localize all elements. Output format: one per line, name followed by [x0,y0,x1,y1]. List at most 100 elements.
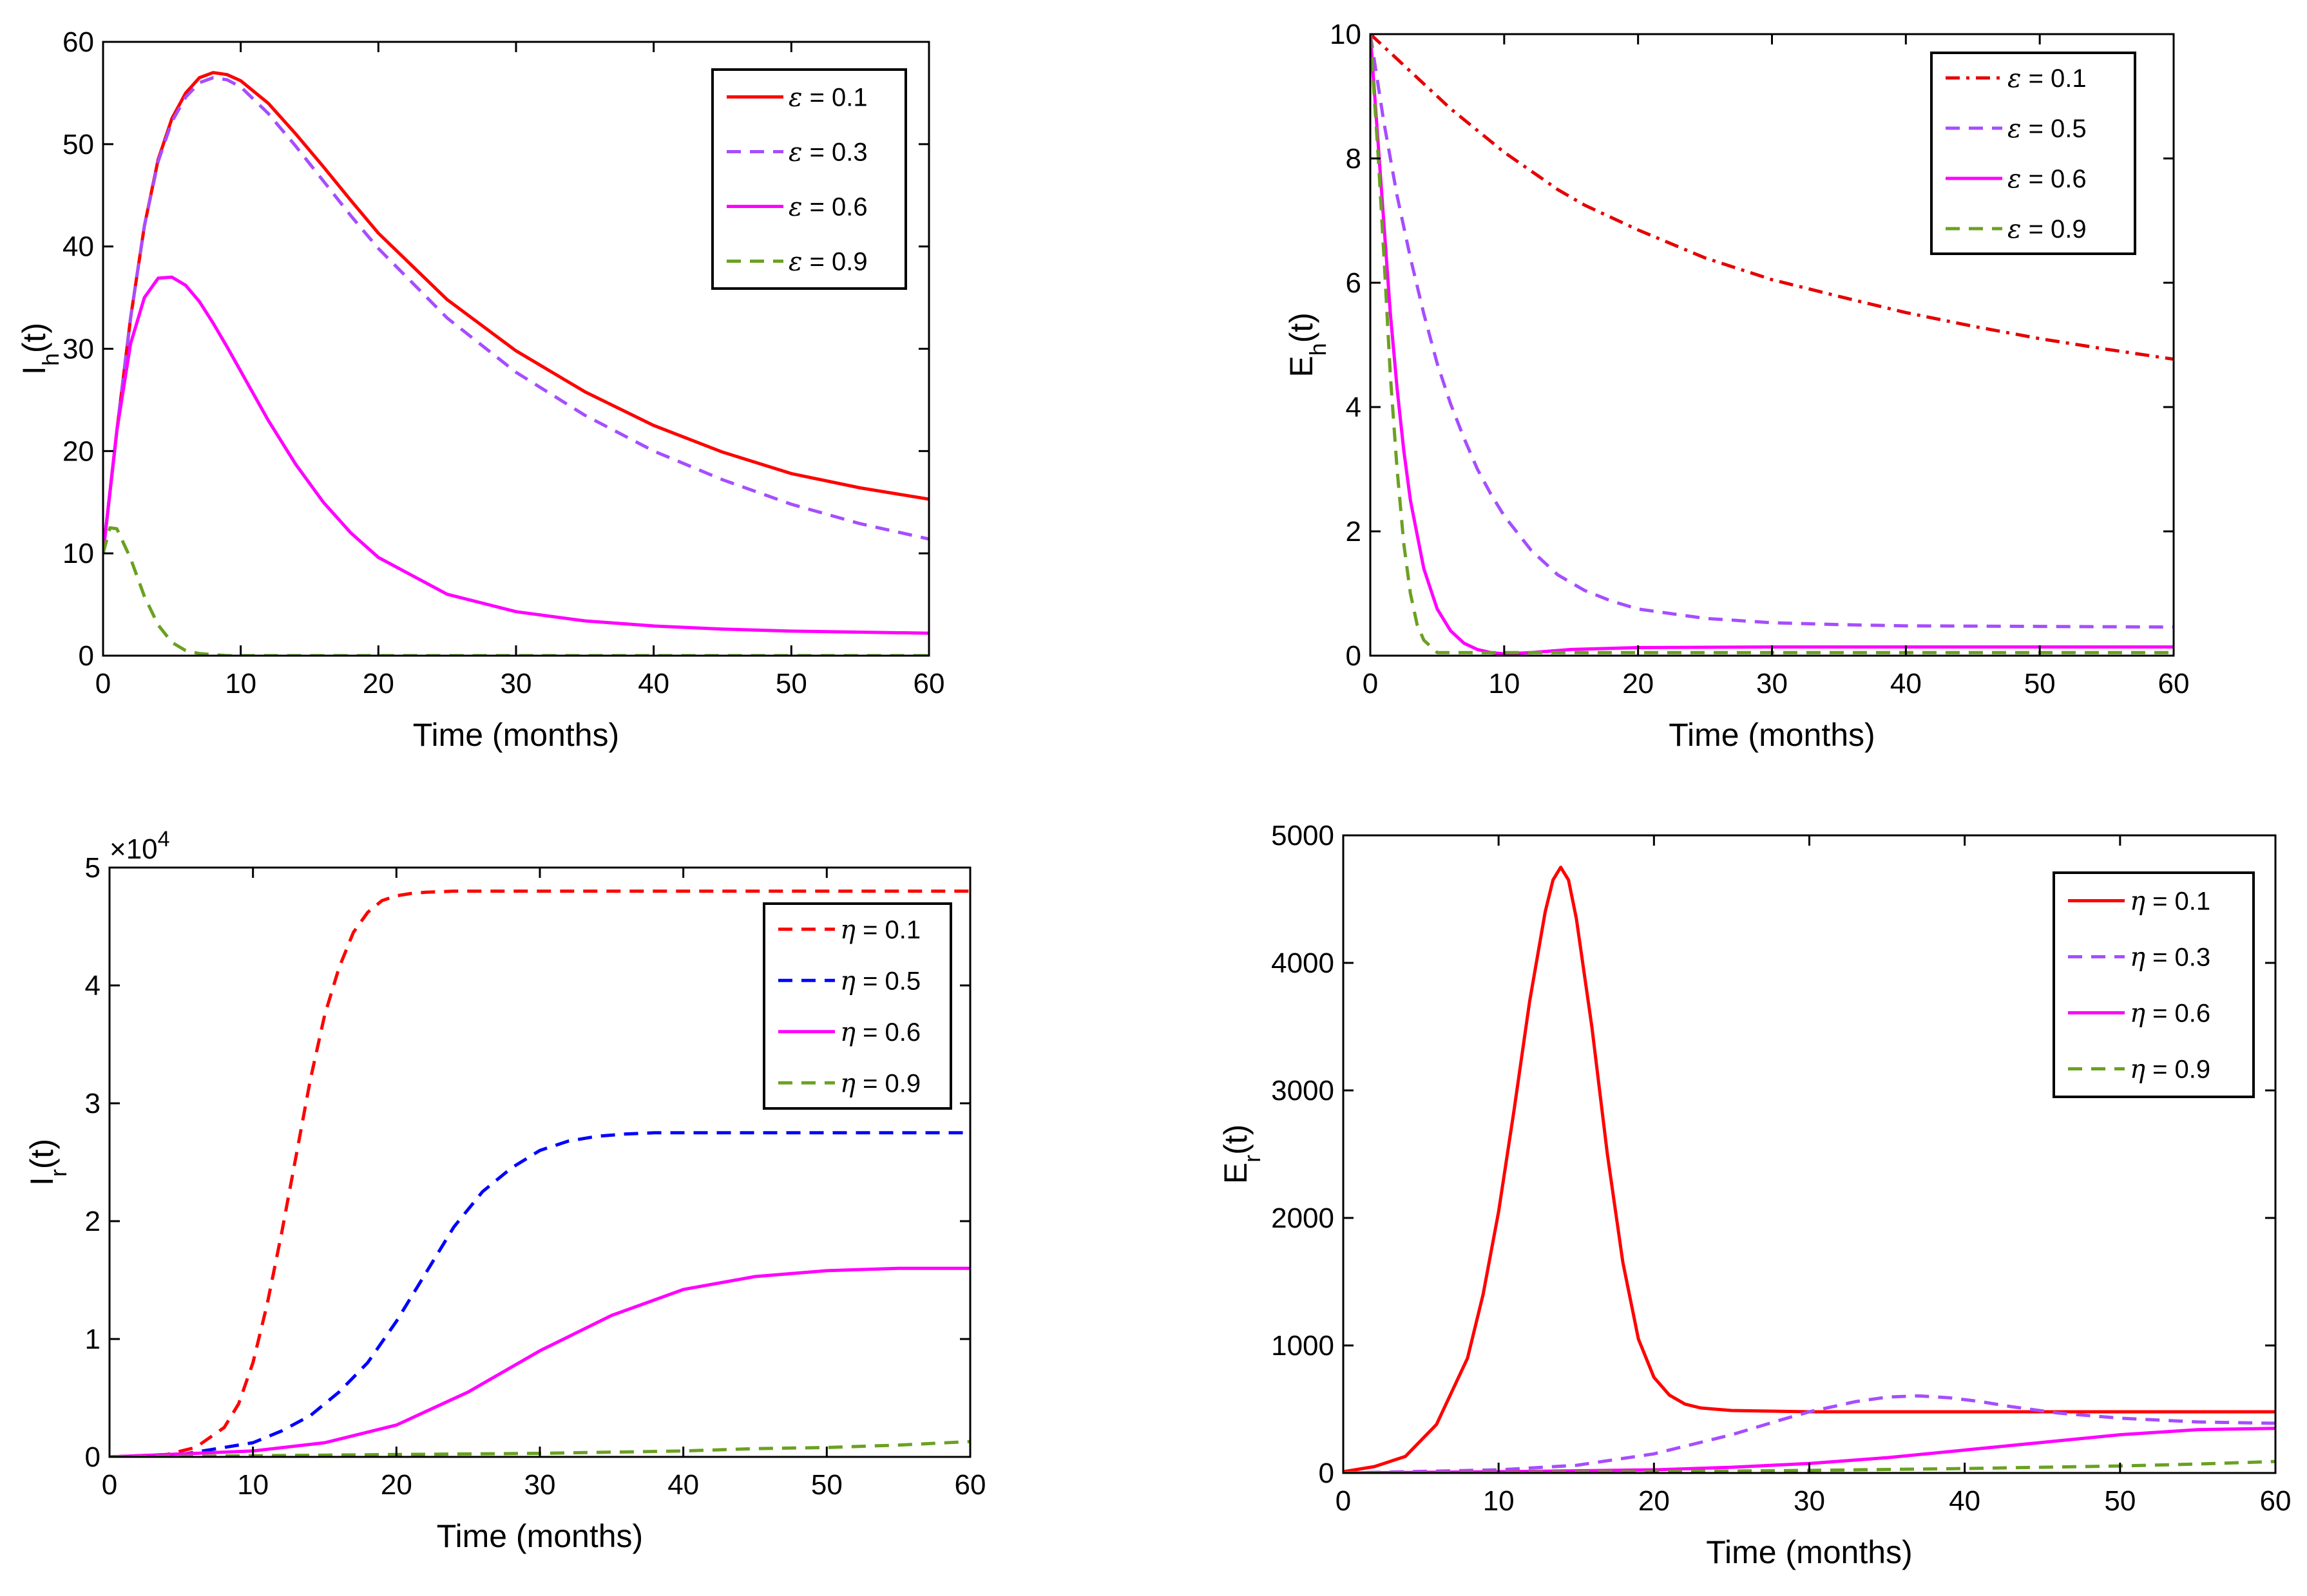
legend-entry-3: η = 0.6 [2130,999,2210,1029]
series-group [1343,866,2275,1473]
x-tick-label: 10 [1483,1485,1515,1517]
y-tick-label: 50 [62,129,94,160]
x-tick-label: 20 [1622,668,1654,699]
y-tick-label: 4 [1346,392,1361,423]
y-axis-label: Ih(t) [16,323,64,375]
x-tick-label: 50 [2104,1485,2136,1517]
legend-entry-4: η = 0.9 [840,1069,921,1098]
panel-er: 0 10 20 30 40 50 60 0 1000 2000 3000 4000 5000 Time (… [1218,820,2291,1570]
legend-entry-1: ε = 0.1 [2007,64,2087,93]
y-tick-label: 4 [85,970,101,1002]
series-line-3 [1370,34,2174,656]
y-axis-label: Ir(t) [24,1139,72,1186]
legend-entry-2: ε = 0.3 [789,138,868,167]
legend-box [1930,52,2136,255]
series-line-4 [1343,1459,2275,1473]
legend-entry-1: ε = 0.1 [789,83,868,113]
y-tick-label: 6 [1346,267,1361,299]
y-tick-label: 5 [85,852,101,884]
legend-box [711,68,907,290]
series-group [110,889,970,1457]
y-tick-label: 0 [1346,640,1361,672]
x-tick-label: 10 [225,668,256,699]
x-tick-label: 60 [2158,668,2190,699]
x-tick-label: 30 [524,1469,556,1501]
series-group [1370,34,2174,656]
x-tick-label: 0 [1335,1485,1351,1517]
x-tick-label: 60 [914,668,945,699]
ticks: 0 10 20 30 40 50 60 0 10 20 30 40 50 60 [62,26,944,699]
y-tick-label: 30 [62,334,94,365]
legend-entry-4: η = 0.9 [2130,1055,2210,1085]
legend-entry-3: ε = 0.6 [789,193,868,222]
y-tick-label: 10 [62,538,94,569]
series-line-2 [1343,1394,2275,1473]
series-line-1 [1370,34,2174,361]
y-tick-label: 0 [85,1441,101,1473]
legend: η = 0.1 η = 0.3 η = 0.6 η = 0.9 [2053,871,2255,1098]
x-tick-label: 20 [363,668,394,699]
legend-entry-3: ε = 0.6 [2007,164,2087,194]
y-tick-label: 0 [79,640,94,672]
legend-entry-1: η = 0.1 [840,915,921,945]
y-tick-label: 2 [85,1206,101,1237]
series-line-2 [103,76,929,554]
legend-entry-2: η = 0.3 [2130,943,2210,973]
x-axis-label: Time (months) [413,717,619,753]
legend-entry-2: η = 0.5 [840,966,921,996]
legend-box [2053,871,2255,1098]
x-tick-label: 20 [1638,1485,1670,1517]
series-line-4 [103,526,929,656]
y-tick-label: 10 [1330,19,1361,50]
y-tick-label: 0 [1319,1458,1334,1489]
y-tick-label: 5000 [1271,820,1334,851]
series-line-2 [1370,34,2174,629]
x-tick-label: 30 [501,668,532,699]
series-line-1 [110,889,970,1457]
series-line-3 [103,275,929,635]
y-tick-label: 2000 [1271,1202,1334,1234]
legend-entry-2: ε = 0.5 [2007,114,2087,144]
x-tick-label: 60 [955,1469,986,1501]
y-tick-label: 2 [1346,516,1361,547]
y-tick-label: 8 [1346,143,1361,175]
x-tick-label: 40 [667,1469,699,1501]
series-group [103,71,929,656]
y-axis-label: Eh(t) [1283,312,1331,377]
y-tick-label: 1000 [1271,1330,1334,1362]
y-tick-label: 1 [85,1324,101,1355]
x-tick-label: 50 [2024,668,2056,699]
axis-multiplier: ×104 [110,827,170,865]
panel-ih: 0 10 20 30 40 50 60 0 10 20 30 40 50 60 Time (months) I… [16,26,944,753]
panel-ir: 0 10 20 30 40 50 60 0 1 2 3 4 5 Time (months) Ir(t) ×10… [24,827,986,1554]
x-tick-label: 0 [95,668,111,699]
x-tick-label: 40 [1949,1485,1980,1517]
x-tick-label: 40 [1890,668,1922,699]
legend-entry-4: ε = 0.9 [2007,214,2087,244]
panel-eh: 0 10 20 30 40 50 60 0 2 4 6 8 10 Time (months) Eh(t) ε … [1283,19,2189,753]
y-tick-label: 20 [62,435,94,467]
legend: ε = 0.1 ε = 0.3 ε = 0.6 ε = 0.9 [711,68,907,290]
x-tick-label: 30 [1794,1485,1825,1517]
series-line-2 [110,1131,970,1457]
y-axis-label: Er(t) [1218,1125,1265,1184]
series-line-1 [1343,866,2275,1473]
legend: ε = 0.1 ε = 0.5 ε = 0.6 ε = 0.9 [1930,52,2136,255]
legend-entry-4: ε = 0.9 [789,247,868,277]
x-tick-label: 10 [237,1469,269,1501]
legend: η = 0.1 η = 0.5 η = 0.6 η = 0.9 [763,902,952,1110]
x-tick-label: 60 [2260,1485,2292,1517]
series-line-4 [1370,34,2174,654]
legend-box [763,902,952,1110]
x-tick-label: 20 [381,1469,412,1501]
x-axis-label: Time (months) [1669,717,1875,753]
y-tick-label: 3000 [1271,1075,1334,1107]
x-axis-label: Time (months) [437,1518,643,1554]
x-axis-label: Time (months) [1706,1534,1912,1570]
x-tick-label: 0 [102,1469,117,1501]
ticks: 0 10 20 30 40 50 60 0 2 4 6 8 10 [1330,19,2189,699]
x-tick-label: 50 [811,1469,843,1501]
x-tick-label: 0 [1363,668,1378,699]
y-tick-label: 4000 [1271,947,1334,979]
